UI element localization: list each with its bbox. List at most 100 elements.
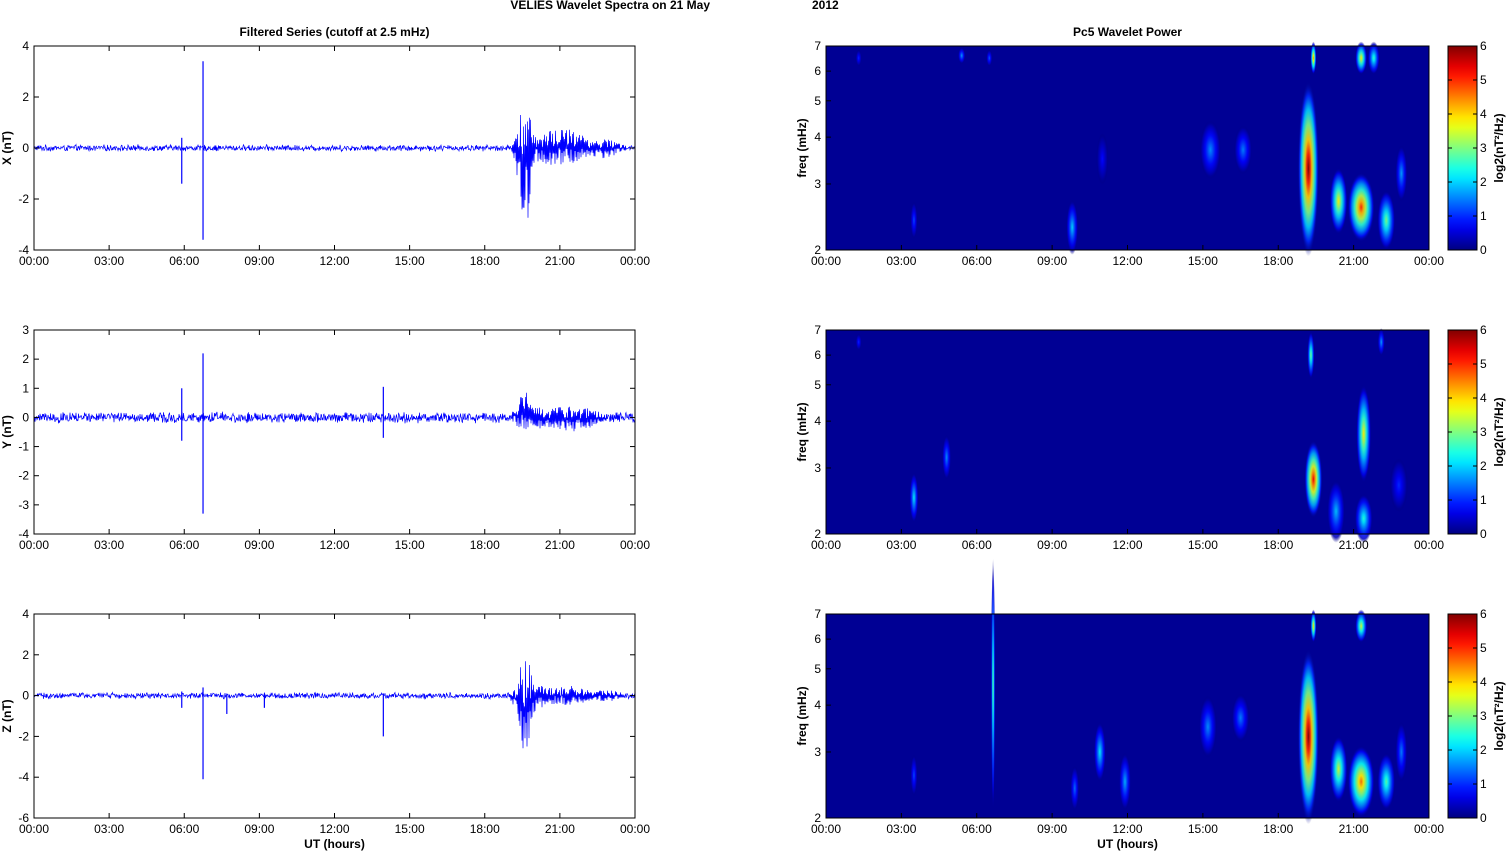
- x-tick-label: 12:00: [1112, 822, 1142, 836]
- x-tick-label: 00:00: [811, 254, 841, 268]
- y-tick-label: 4: [22, 607, 29, 621]
- x-tick-label: 18:00: [1263, 538, 1293, 552]
- y-tick-label: -6: [18, 811, 29, 825]
- colorbar-tick-label: 0: [1480, 527, 1487, 541]
- power-blob-1: [1297, 80, 1319, 257]
- x-tick-label: 03:00: [94, 254, 124, 268]
- y-tick-label: -2: [18, 192, 29, 206]
- y-tick-label: 0: [22, 689, 29, 703]
- colorbar: 0 1 2 3 4 5 6 log2(nT²/Hz): [1447, 323, 1506, 541]
- power-blob-4: [1329, 167, 1348, 235]
- trace-line: [33, 392, 636, 432]
- y-tick-label: 3: [814, 177, 821, 191]
- power-blob-14: [1395, 721, 1408, 783]
- figure-title-year: 2012: [812, 0, 839, 12]
- x-tick-label: 18:00: [470, 254, 500, 268]
- timeseries-panel-2: 00:00 03:00 06:00 09:00 12:00 15:00 18:00 21:00…: [0, 323, 650, 552]
- y-tick-label: 6: [814, 632, 821, 646]
- colorbar-tick-label: 1: [1480, 209, 1487, 223]
- y-tick-label: 6: [814, 64, 821, 78]
- y-tick-label: 7: [814, 39, 821, 53]
- y-tick-label: 1: [22, 381, 29, 395]
- x-tick-label: 00:00: [19, 822, 49, 836]
- colorbar-tick-label: 4: [1480, 391, 1487, 405]
- y-axis-label: freq (mHz): [795, 118, 809, 177]
- x-tick-label: 15:00: [395, 822, 425, 836]
- power-blob-13: [910, 754, 918, 797]
- power-blob-6: [1355, 41, 1368, 75]
- x-tick-label: 09:00: [244, 538, 274, 552]
- y-tick-label: 3: [814, 745, 821, 759]
- colorbar-tick-label: 1: [1480, 777, 1487, 791]
- power-blob-1: [1297, 648, 1319, 825]
- colorbar-tick-label: 3: [1480, 141, 1487, 155]
- y-axis-label: Z (nT): [0, 699, 14, 732]
- colorbar-tick-label: 2: [1480, 743, 1487, 757]
- power-blob-2: [1310, 609, 1317, 643]
- power-blob-11: [1066, 199, 1079, 255]
- power-blob-7: [909, 472, 919, 523]
- y-tick-label: 4: [22, 39, 29, 53]
- wavelet-panel-1: 00:00 03:00 06:00 09:00 12:00 15:00 18:00 21:00…: [795, 25, 1506, 268]
- x-tick-label: 18:00: [470, 822, 500, 836]
- y-tick-label: -3: [18, 498, 29, 512]
- power-blob-9: [1199, 120, 1221, 180]
- power-blob-10: [1070, 765, 1080, 811]
- timeseries-panel-3: 00:00 03:00 06:00 09:00 12:00 15:00 18:00 21:00…: [0, 607, 650, 851]
- power-blob-10: [1234, 125, 1253, 175]
- x-tick-label: 15:00: [395, 538, 425, 552]
- x-tick-label: 18:00: [1263, 822, 1293, 836]
- colorbar-scale: [1447, 613, 1478, 819]
- x-tick-label: 00:00: [19, 254, 49, 268]
- x-tick-label: 21:00: [1339, 538, 1369, 552]
- axes-frame: [33, 329, 636, 535]
- x-tick-label: 00:00: [1414, 254, 1444, 268]
- x-tick-label: 09:00: [1037, 822, 1067, 836]
- power-blob-11: [1198, 695, 1217, 758]
- power-blob-4: [1354, 493, 1373, 544]
- panels: 00:00 03:00 06:00 09:00 12:00 15:00 18:00 21:00…: [0, 25, 1506, 851]
- colorbar-tick-label: 2: [1480, 459, 1487, 473]
- power-blob-3: [1356, 384, 1372, 484]
- y-tick-label: 5: [814, 378, 821, 392]
- power-blob-12: [1231, 693, 1250, 743]
- power-blob-16: [855, 49, 862, 67]
- x-tick-label: 15:00: [1188, 254, 1218, 268]
- power-blob-5: [1326, 479, 1346, 543]
- x-tick-label: 21:00: [1339, 822, 1369, 836]
- y-tick-label: 0: [22, 410, 29, 424]
- y-tick-label: 5: [814, 662, 821, 676]
- y-tick-label: 4: [814, 698, 821, 712]
- y-tick-label: 0: [22, 141, 29, 155]
- power-blob-12: [910, 201, 918, 240]
- x-tick-label: 03:00: [94, 822, 124, 836]
- power-blob-8: [942, 434, 952, 480]
- colorbar-tick-label: 3: [1480, 709, 1487, 723]
- x-tick-label: 06:00: [169, 538, 199, 552]
- y-tick-label: 2: [814, 527, 821, 541]
- colorbar-tick-label: 6: [1480, 323, 1487, 337]
- x-tick-label: 21:00: [1339, 254, 1369, 268]
- y-tick-label: 2: [22, 352, 29, 366]
- colorbar-scale: [1447, 329, 1478, 535]
- x-tick-label: 12:00: [319, 822, 349, 836]
- colorbar-tick-label: 4: [1480, 675, 1487, 689]
- y-tick-label: 3: [814, 461, 821, 475]
- colorbar-tick-label: 6: [1480, 39, 1487, 53]
- x-tick-label: 21:00: [545, 538, 575, 552]
- x-tick-label: 09:00: [244, 254, 274, 268]
- x-tick-label: 12:00: [1112, 538, 1142, 552]
- y-tick-label: 2: [814, 243, 821, 257]
- wavelet-panel-2: 00:00 03:00 06:00 09:00 12:00 15:00 18:00 21:00…: [795, 323, 1506, 552]
- power-blob-8: [1395, 145, 1408, 202]
- y-tick-label: 7: [814, 607, 821, 621]
- power-blob-4: [1329, 735, 1348, 803]
- x-tick-label: 06:00: [962, 538, 992, 552]
- colorbar-scale: [1447, 45, 1478, 251]
- power-blob-10: [1389, 458, 1408, 512]
- x-tick-label: 03:00: [886, 254, 916, 268]
- power-blob-5: [1377, 190, 1396, 251]
- x-tick-label: 18:00: [470, 538, 500, 552]
- x-tick-label: 00:00: [811, 538, 841, 552]
- y-tick-label: 2: [814, 811, 821, 825]
